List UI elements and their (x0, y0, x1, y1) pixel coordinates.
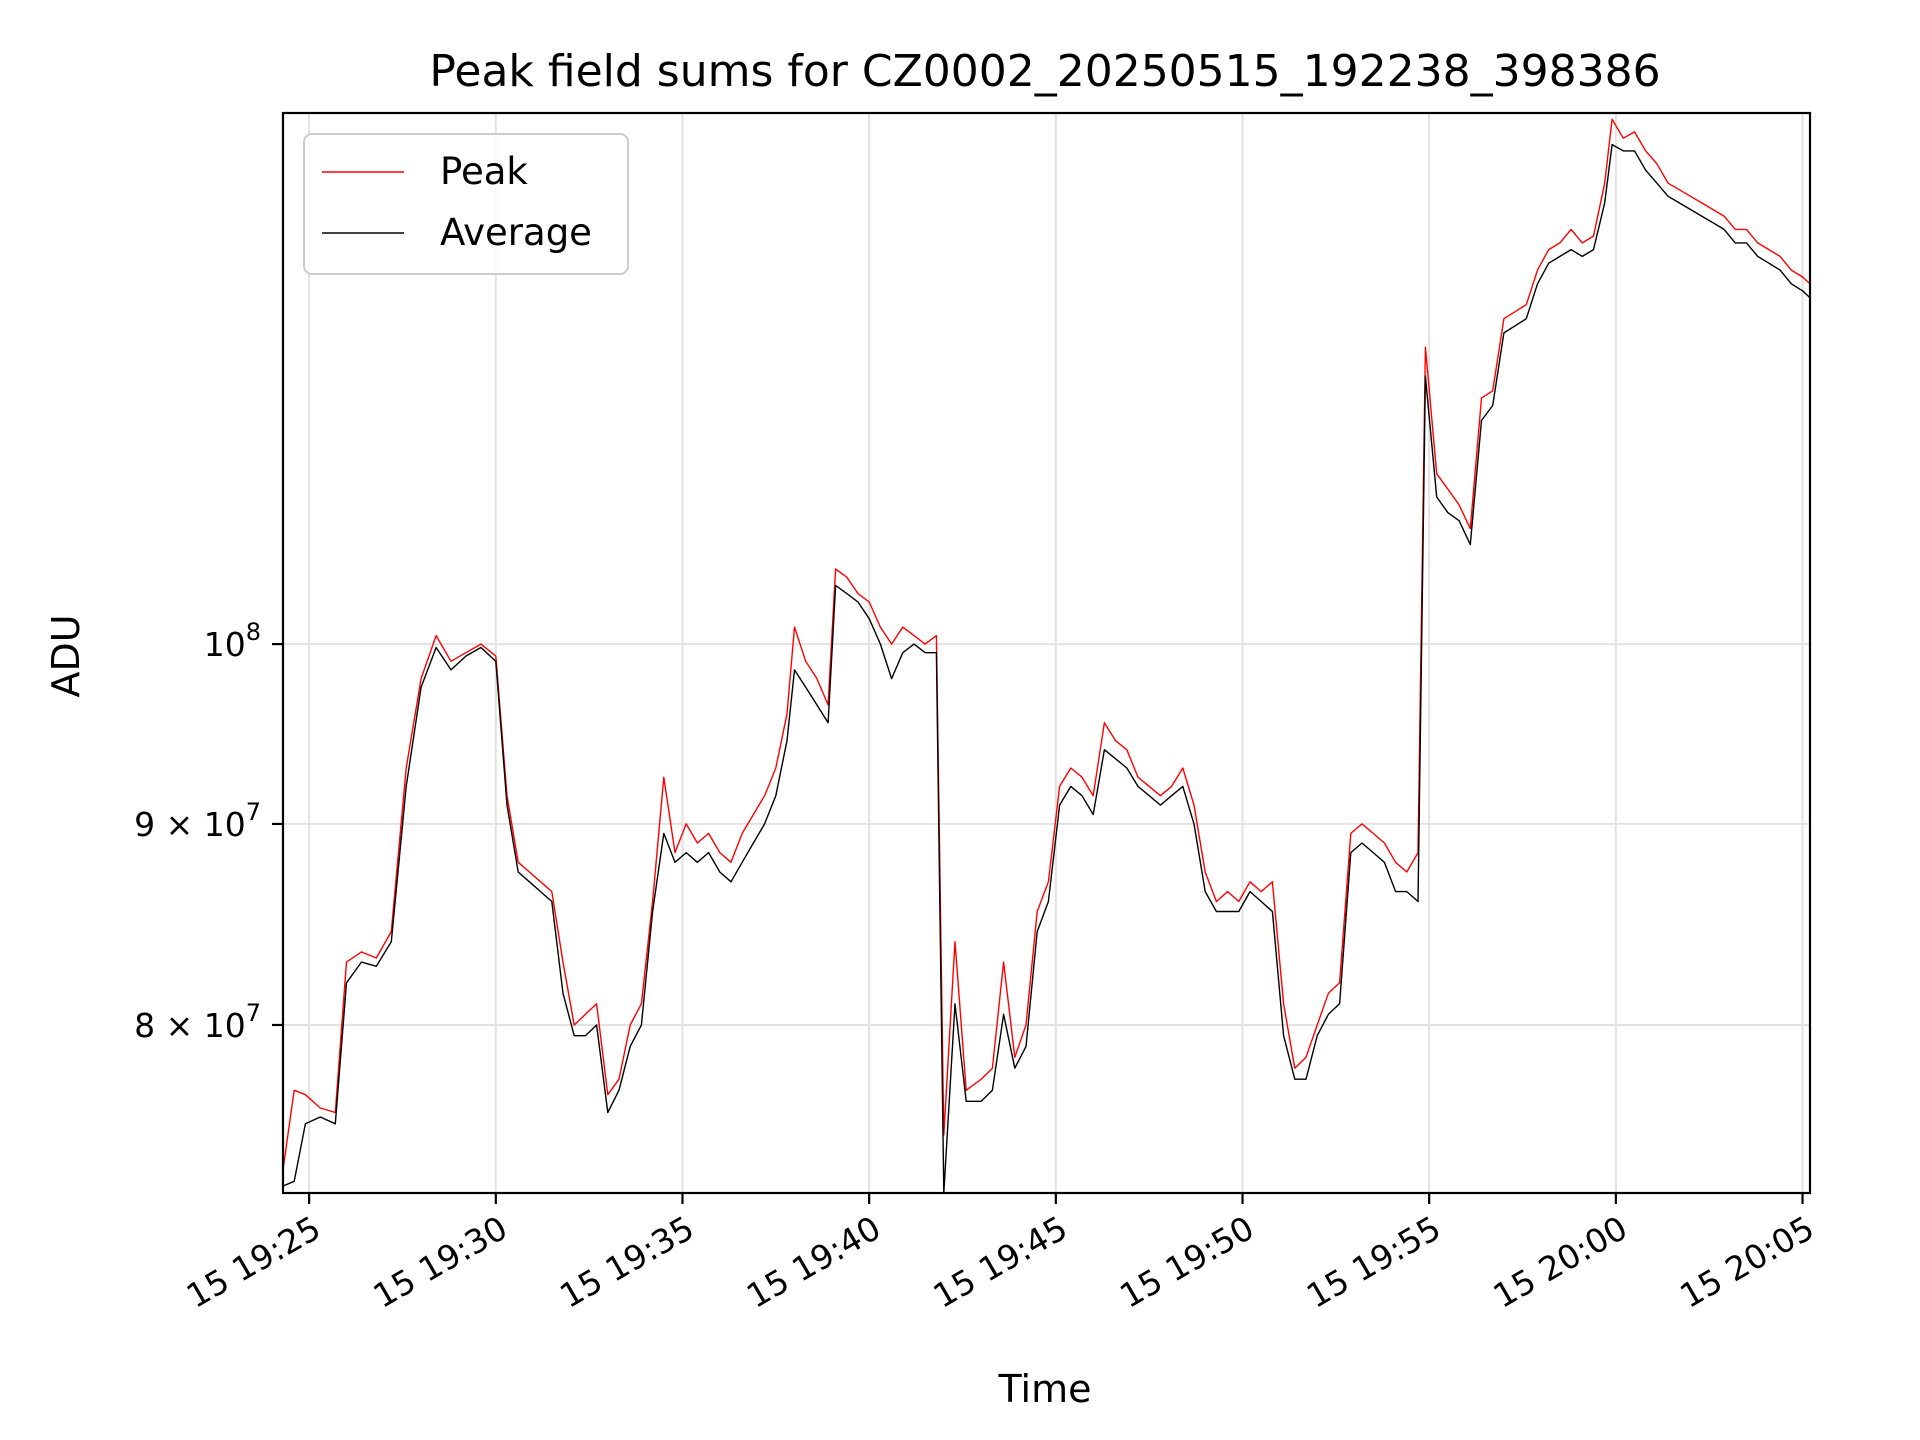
y-tick-label: 8 × 107 (134, 999, 261, 1045)
y-axis-label: ADU (44, 614, 88, 697)
series-lines (283, 118, 1810, 1193)
legend-box (303, 133, 629, 275)
y-tick-label: 9 × 107 (134, 798, 261, 844)
grid-lines (283, 113, 1810, 1193)
peak-series-line (283, 118, 1810, 1170)
plot-frame (281, 111, 1812, 1195)
legend-label-average: Average (440, 211, 592, 254)
chart-title: Peak field sums for CZ0002_20250515_1922… (429, 46, 1660, 97)
legend: Peak Average (303, 133, 629, 275)
x-axis-label: Time (998, 1367, 1092, 1411)
average-series-line (283, 143, 1810, 1193)
y-axis-ticks: 8 × 107 9 × 107 108 (134, 618, 283, 1045)
y-tick-label: 108 (204, 618, 261, 664)
legend-label-peak: Peak (440, 150, 528, 193)
